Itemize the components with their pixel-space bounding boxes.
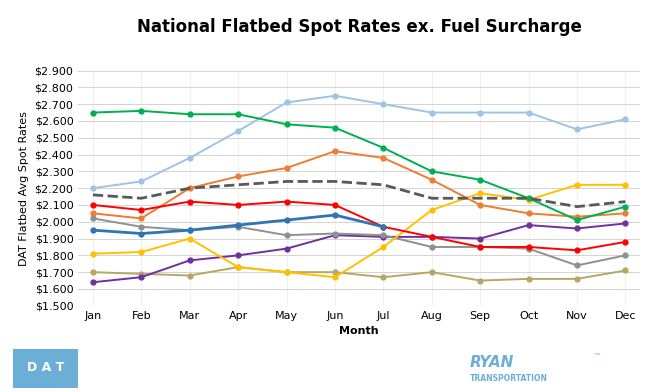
X-axis label: Month: Month	[340, 326, 379, 336]
Y-axis label: DAT Flatbed Avg Spot Rates: DAT Flatbed Avg Spot Rates	[19, 111, 29, 266]
Text: RYAN: RYAN	[470, 355, 515, 370]
Text: ™: ™	[592, 352, 601, 361]
FancyBboxPatch shape	[9, 348, 82, 389]
Text: D A T: D A T	[27, 361, 65, 374]
Text: TRANSPORTATION: TRANSPORTATION	[470, 374, 548, 383]
Text: National Flatbed Spot Rates ex. Fuel Surcharge: National Flatbed Spot Rates ex. Fuel Sur…	[136, 18, 582, 36]
